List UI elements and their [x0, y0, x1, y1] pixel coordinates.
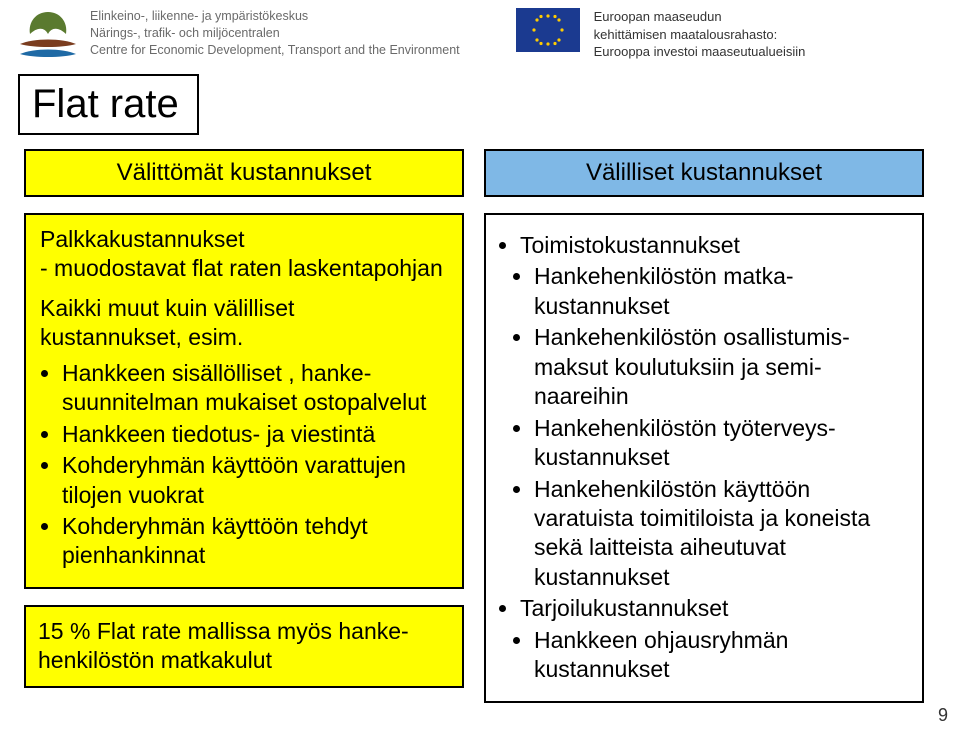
list-item: Hankehenkilöstön työterveys-kustannukset — [534, 414, 908, 473]
left-column-body: Palkkakustannukset - muodostavat flat ra… — [24, 213, 464, 589]
header-left-line-2: Närings-, trafik- och miljöcentralen — [90, 25, 460, 42]
list-item: Hankehenkilöstön osallistumis-maksut kou… — [534, 323, 908, 411]
header-left-line-3: Centre for Economic Development, Transpo… — [90, 42, 460, 59]
header-right-line-1: Euroopan maaseudun — [594, 8, 806, 26]
left-section-1: Palkkakustannukset - muodostavat flat ra… — [40, 225, 448, 284]
left-column-header: Välittömät kustannukset — [24, 149, 464, 197]
eu-flag-icon — [516, 8, 580, 52]
list-item: Tarjoilukustannukset — [520, 594, 908, 623]
header-left-text: Elinkeino-, liikenne- ja ympäristökeskus… — [90, 8, 460, 59]
title-wrap: Flat rate — [0, 68, 960, 135]
list-item: Kohderyhmän käyttöön tehdyt pienhankinna… — [62, 512, 448, 571]
left-section1-line2: - muodostavat flat raten laskentapohjan — [40, 254, 448, 283]
columns: Välittömät kustannukset Palkkakustannuks… — [0, 135, 960, 703]
left-column: Välittömät kustannukset Palkkakustannuks… — [24, 149, 464, 688]
page-title: Flat rate — [18, 74, 199, 135]
header-left: Elinkeino-, liikenne- ja ympäristökeskus… — [16, 8, 460, 64]
left-section2-line2: kustannukset, esim. — [40, 323, 448, 352]
list-item: Hankehenkilöstön käyttöön varatuista toi… — [534, 475, 908, 593]
list-item: Hankehenkilöstön matka-kustannukset — [534, 262, 908, 321]
header-right-line-2: kehittämisen maatalousrahasto: — [594, 26, 806, 44]
list-item: Toimistokustannukset — [520, 231, 908, 260]
ely-logo-icon — [16, 8, 80, 64]
page-number: 9 — [938, 705, 948, 726]
left-column-footer: 15 % Flat rate mallissa myös hanke- henk… — [24, 605, 464, 688]
list-item: Hankkeen ohjausryhmän kustannukset — [534, 626, 908, 685]
left-bullets: Hankkeen sisällölliset , hanke-suunnitel… — [40, 359, 448, 571]
right-column-body: ToimistokustannuksetHankehenkilöstön mat… — [484, 213, 924, 703]
page-header: Elinkeino-, liikenne- ja ympäristökeskus… — [0, 0, 960, 68]
left-footer-line1: 15 % Flat rate mallissa myös hanke- — [38, 617, 450, 646]
list-item: Hankkeen tiedotus- ja viestintä — [62, 420, 448, 449]
header-right-text: Euroopan maaseudun kehittämisen maatalou… — [594, 8, 806, 61]
left-section2-line1: Kaikki muut kuin välilliset — [40, 294, 448, 323]
list-item: Kohderyhmän käyttöön varattujen tilojen … — [62, 451, 448, 510]
left-section1-line1: Palkkakustannukset — [40, 225, 448, 254]
right-column-header: Välilliset kustannukset — [484, 149, 924, 197]
left-footer-line2: henkilöstön matkakulut — [38, 646, 450, 675]
right-bullets: ToimistokustannuksetHankehenkilöstön mat… — [500, 231, 908, 685]
header-left-line-1: Elinkeino-, liikenne- ja ympäristökeskus — [90, 8, 460, 25]
right-column: Välilliset kustannukset Toimistokustannu… — [484, 149, 924, 703]
list-item: Hankkeen sisällölliset , hanke-suunnitel… — [62, 359, 448, 418]
header-right-line-3: Eurooppa investoi maaseutualueisiin — [594, 43, 806, 61]
header-right: Euroopan maaseudun kehittämisen maatalou… — [516, 8, 806, 61]
left-section-2: Kaikki muut kuin välilliset kustannukset… — [40, 294, 448, 571]
